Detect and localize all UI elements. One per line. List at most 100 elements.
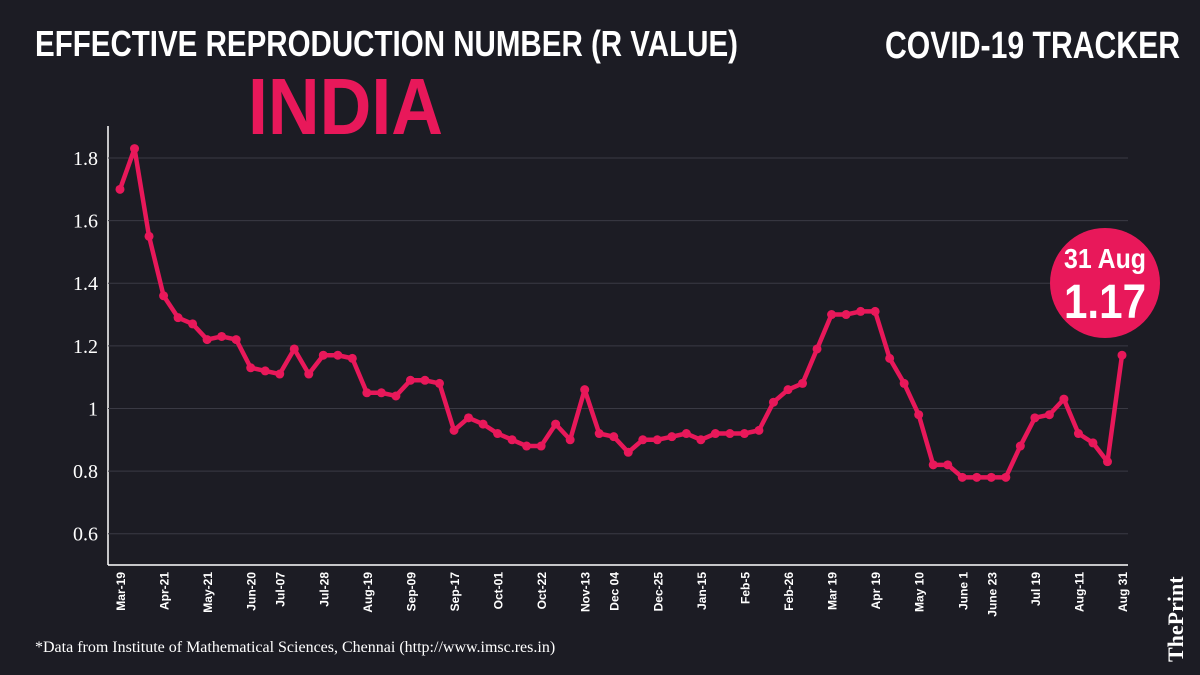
callout-date: 31 Aug (1064, 243, 1146, 274)
data-point (856, 306, 866, 316)
data-point (623, 447, 633, 457)
data-point (943, 460, 953, 470)
data-point (609, 432, 619, 442)
x-tick-label: Mar 19 (826, 572, 840, 610)
data-point (696, 435, 706, 445)
data-point (217, 331, 227, 341)
data-point (754, 425, 764, 435)
data-point (362, 388, 372, 398)
data-point (739, 429, 749, 439)
data-point (246, 363, 256, 373)
x-tick-label: Jun-20 (245, 572, 259, 611)
x-tick-label: Aug-11 (1072, 572, 1086, 612)
data-point (870, 306, 880, 316)
plot-area: 0.6 0.8 1 1.2 1.4 1.6 1.8 Mar-19 Apr-21 May-21 Jun… (73, 144, 1130, 617)
x-tick-label: Apr-21 (158, 572, 172, 610)
x-tick-label: Oct-01 (492, 572, 506, 610)
data-point (115, 184, 125, 194)
chart-title: EFFECTIVE REPRODUCTION NUMBER (R VALUE) (35, 23, 738, 64)
x-tick-label: Aug 31 (1116, 572, 1130, 612)
data-point (333, 350, 343, 360)
data-point (1001, 472, 1011, 482)
data-point (580, 385, 590, 395)
data-point (1102, 457, 1112, 467)
data-point (202, 335, 212, 345)
data-point (1088, 438, 1098, 448)
data-point (667, 432, 677, 442)
x-tick-label: May 10 (913, 572, 927, 612)
data-point (827, 310, 837, 320)
data-point (159, 291, 169, 301)
data-point (594, 429, 604, 439)
data-point (173, 313, 183, 323)
y-tick-label: 1 (88, 398, 98, 420)
data-point (899, 378, 909, 388)
data-point (464, 413, 474, 423)
data-point (130, 144, 140, 154)
x-tick-label: June 1 (956, 572, 970, 610)
data-point (449, 425, 459, 435)
data-point (478, 419, 488, 429)
x-tick-label: Jul-28 (317, 572, 331, 607)
header-right: COVID-19 TRACKER (885, 25, 1180, 67)
x-tick-label: June 23 (985, 572, 999, 617)
x-tick-label: Oct-22 (535, 572, 549, 610)
data-point (710, 429, 720, 439)
chart-subtitle: INDIA (248, 62, 443, 151)
data-point (768, 397, 778, 407)
y-tick-label: 1.4 (73, 273, 98, 295)
data-point (391, 391, 401, 401)
data-point (798, 378, 808, 388)
data-point (1117, 350, 1127, 360)
data-point (841, 310, 851, 320)
data-point (507, 435, 517, 445)
data-point (1059, 394, 1069, 404)
y-tick-label: 1.8 (73, 148, 98, 170)
brand-logo: ThePrint (1163, 576, 1188, 662)
data-point (783, 385, 793, 395)
source-note: *Data from Institute of Mathematical Sci… (35, 639, 555, 656)
data-point (318, 350, 328, 360)
data-point (275, 369, 285, 379)
data-point (986, 472, 996, 482)
x-tick-label: Sep-17 (448, 572, 462, 612)
data-point (405, 375, 415, 385)
data-point (885, 353, 895, 363)
data-point (144, 231, 154, 241)
x-tick-label: Jan-15 (695, 572, 709, 610)
data-point (681, 429, 691, 439)
data-point (914, 410, 924, 420)
data-point (522, 441, 532, 451)
data-point (638, 435, 648, 445)
data-point (420, 375, 430, 385)
data-point (1073, 429, 1083, 439)
y-tick-label: 1.6 (73, 211, 98, 233)
x-tick-label: Feb-5 (738, 572, 752, 604)
callout-bubble (1050, 228, 1160, 338)
data-point (565, 435, 575, 445)
data-point (972, 472, 982, 482)
data-point (289, 344, 299, 354)
callout-value: 1.17 (1064, 276, 1146, 329)
data-point (652, 435, 662, 445)
x-tick-label: Jul-07 (274, 572, 288, 607)
data-point (260, 366, 270, 376)
x-tick-label: Dec 04 (608, 572, 622, 611)
data-point (304, 369, 314, 379)
data-line (117, 146, 1125, 480)
data-point (188, 319, 198, 329)
data-point (347, 353, 357, 363)
data-point (551, 419, 561, 429)
x-tick-label: Aug-19 (361, 572, 375, 613)
data-point (231, 335, 241, 345)
data-point (725, 429, 735, 439)
data-point (1044, 410, 1054, 420)
data-point (928, 460, 938, 470)
y-tick-label: 0.6 (73, 524, 98, 546)
data-point (957, 472, 967, 482)
data-point (376, 388, 386, 398)
y-tick-label: 1.2 (73, 336, 98, 358)
data-point (434, 378, 444, 388)
